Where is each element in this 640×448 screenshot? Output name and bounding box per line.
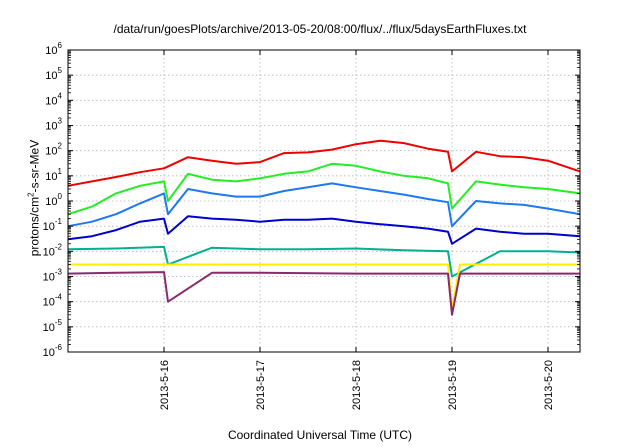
- series-line: [67, 139, 581, 187]
- y-tick-label: 106: [45, 41, 62, 57]
- axis-ticks: 10-6 10-5 10-4 10-3 10-2 10-1 100 101 102 103 104 1…: [43, 41, 580, 410]
- y-tick-label: 101: [45, 167, 62, 183]
- grid: [68, 50, 580, 352]
- y-tick-label: 103: [45, 117, 62, 133]
- x-axis-label: Coordinated Universal Time (UTC): [227, 428, 413, 442]
- series-line: [67, 215, 581, 245]
- y-tick-label: 102: [45, 142, 62, 158]
- series-line: [67, 245, 581, 278]
- y-axis-label-suffix: -s-sr-MeV: [27, 139, 42, 193]
- series-lines: [67, 139, 581, 316]
- x-tick-label: 2013-5-17: [255, 360, 267, 410]
- series-line: [67, 182, 581, 228]
- x-tick-label: 2013-5-19: [447, 360, 459, 410]
- series-line: [67, 271, 580, 316]
- y-tick-label: 100: [45, 192, 62, 208]
- x-tick-label: 2013-5-18: [351, 360, 363, 410]
- y-tick-label: 10-1: [43, 217, 63, 233]
- y-tick-label: 10-4: [43, 293, 63, 309]
- y-tick-label: 10-2: [43, 242, 63, 258]
- y-axis-label-prefix: protons/cm: [27, 196, 42, 257]
- y-tick-label: 10-5: [43, 318, 63, 334]
- y-tick-label: 105: [45, 66, 62, 82]
- y-tick-label: 10-6: [43, 343, 63, 359]
- series-line: [67, 162, 581, 216]
- x-tick-label: 2013-5-16: [159, 360, 171, 410]
- y-axis-label-exponent: 2: [26, 192, 36, 197]
- x-tick-label: 2013-5-20: [543, 360, 555, 410]
- chart-title: /data/run/goesPlots/archive/2013-05-20/0…: [113, 22, 527, 36]
- y-tick-label: 104: [45, 91, 62, 107]
- y-axis-label: protons/cm2-s-sr-MeV: [27, 140, 42, 256]
- y-tick-label: 10-3: [43, 268, 63, 284]
- series-line: [68, 263, 580, 311]
